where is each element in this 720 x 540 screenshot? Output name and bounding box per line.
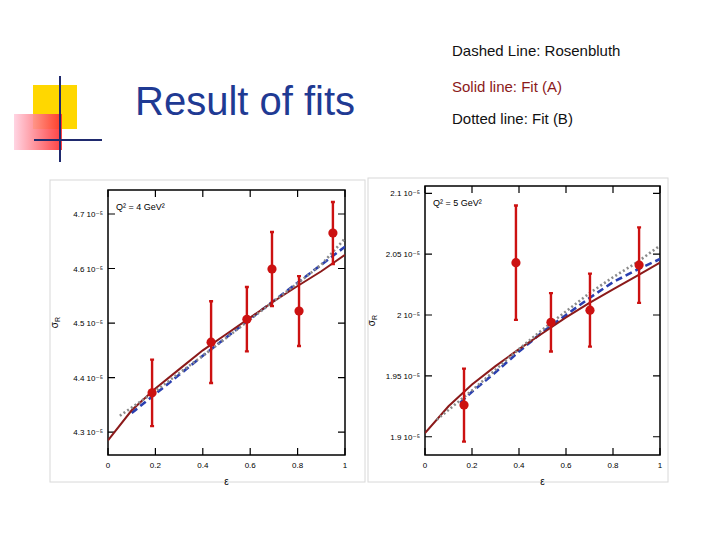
plot-frame <box>425 186 660 455</box>
y-tick <box>425 375 660 376</box>
x-tick-label: 0 <box>423 461 428 470</box>
legend-line: Dotted line: Fit (B) <box>452 110 573 127</box>
y-tick-label: 2.1 10⁻⁵ <box>390 189 420 198</box>
y-tick-label: 1.95 10⁻⁵ <box>386 372 420 381</box>
y-tick <box>108 431 345 432</box>
y-tick <box>425 193 660 194</box>
y-tick-label: 4.5 10⁻⁵ <box>73 319 103 328</box>
data-point <box>328 228 337 237</box>
x-tick <box>612 186 613 455</box>
y-tick <box>108 268 345 269</box>
chart-panel <box>50 180 365 482</box>
x-tick <box>659 186 660 455</box>
deco-red <box>14 114 62 150</box>
x-tick <box>107 190 108 455</box>
fit-line <box>437 246 660 420</box>
y-tick <box>108 322 345 323</box>
data-point <box>242 315 251 324</box>
deco-line <box>34 139 102 141</box>
chart: 1.9 10⁻⁵ 1.95 10⁻⁵ 2 10⁻⁵ 2.05 10⁻⁵ 2.1 10⁻⁵… <box>366 178 668 487</box>
y-tick-label: 4.3 10⁻⁵ <box>73 428 103 437</box>
data-point <box>511 258 520 267</box>
slide-title: Result of fits <box>135 79 355 123</box>
x-tick-label: 1 <box>658 461 663 470</box>
x-tick-label: 0.6 <box>560 461 572 470</box>
chart-panel <box>368 178 668 482</box>
fit-line <box>108 255 345 440</box>
x-tick-label: 1 <box>343 461 348 470</box>
data-point <box>546 318 555 327</box>
slide: Result of fits Dashed Line: Rosenbluth Sol… <box>0 0 720 540</box>
plot-area <box>108 202 345 440</box>
x-tick <box>344 190 345 455</box>
x-tick-label: 0.8 <box>292 461 304 470</box>
y-tick-label: 4.6 10⁻⁵ <box>73 265 103 274</box>
chart: 4.3 10⁻⁵ 4.4 10⁻⁵ 4.5 10⁻⁵ 4.6 10⁻⁵ 4.7 10⁻⁵… <box>49 180 365 487</box>
y-tick-label: 1.9 10⁻⁵ <box>390 433 420 442</box>
plot-area <box>425 205 660 441</box>
x-axis-label: ε <box>540 476 545 487</box>
y-tick <box>425 314 660 315</box>
x-axis-label: ε <box>224 476 229 487</box>
data-point <box>585 306 594 315</box>
y-tick-label: 4.4 10⁻⁵ <box>73 374 103 383</box>
y-tick-label: 2 10⁻⁵ <box>397 311 420 320</box>
y-tick-label: 2.05 10⁻⁵ <box>386 250 420 259</box>
deco-line <box>59 76 61 162</box>
fit-line <box>425 263 660 433</box>
x-tick <box>565 186 566 455</box>
data-point <box>634 261 643 270</box>
y-tick <box>425 436 660 437</box>
x-tick-label: 0.2 <box>466 461 478 470</box>
y-axis-label: σR <box>366 315 378 326</box>
y-tick <box>108 213 345 214</box>
x-tick <box>202 190 203 455</box>
x-tick-label: 0.8 <box>607 461 619 470</box>
data-point <box>147 388 156 397</box>
x-tick-label: 0 <box>106 461 111 470</box>
legend-line: Solid line: Fit (A) <box>452 78 562 95</box>
annotation: Q² = 5 GeV² <box>433 198 482 208</box>
data-point <box>294 306 303 315</box>
y-tick-label: 4.7 10⁻⁵ <box>73 210 103 219</box>
fit-line <box>120 239 345 416</box>
y-axis-label: σR <box>49 317 61 328</box>
data-point <box>267 264 276 273</box>
x-tick-label: 0.6 <box>245 461 257 470</box>
y-axis-label-sub: R <box>54 317 61 322</box>
x-tick <box>471 186 472 455</box>
x-tick-label: 0.4 <box>513 461 525 470</box>
annotation: Q² = 4 GeV² <box>116 202 165 212</box>
x-tick <box>518 186 519 455</box>
data-point <box>459 400 468 409</box>
data-point <box>206 338 215 347</box>
y-axis-label-sub: R <box>371 315 378 320</box>
fit-line <box>132 247 345 413</box>
x-tick-label: 0.2 <box>150 461 162 470</box>
plot-frame <box>108 190 345 455</box>
x-tick-label: 0.4 <box>197 461 209 470</box>
legend-line: Dashed Line: Rosenbluth <box>452 42 620 59</box>
x-tick <box>424 186 425 455</box>
y-tick <box>425 254 660 255</box>
y-tick <box>108 377 345 378</box>
x-tick <box>155 190 156 455</box>
